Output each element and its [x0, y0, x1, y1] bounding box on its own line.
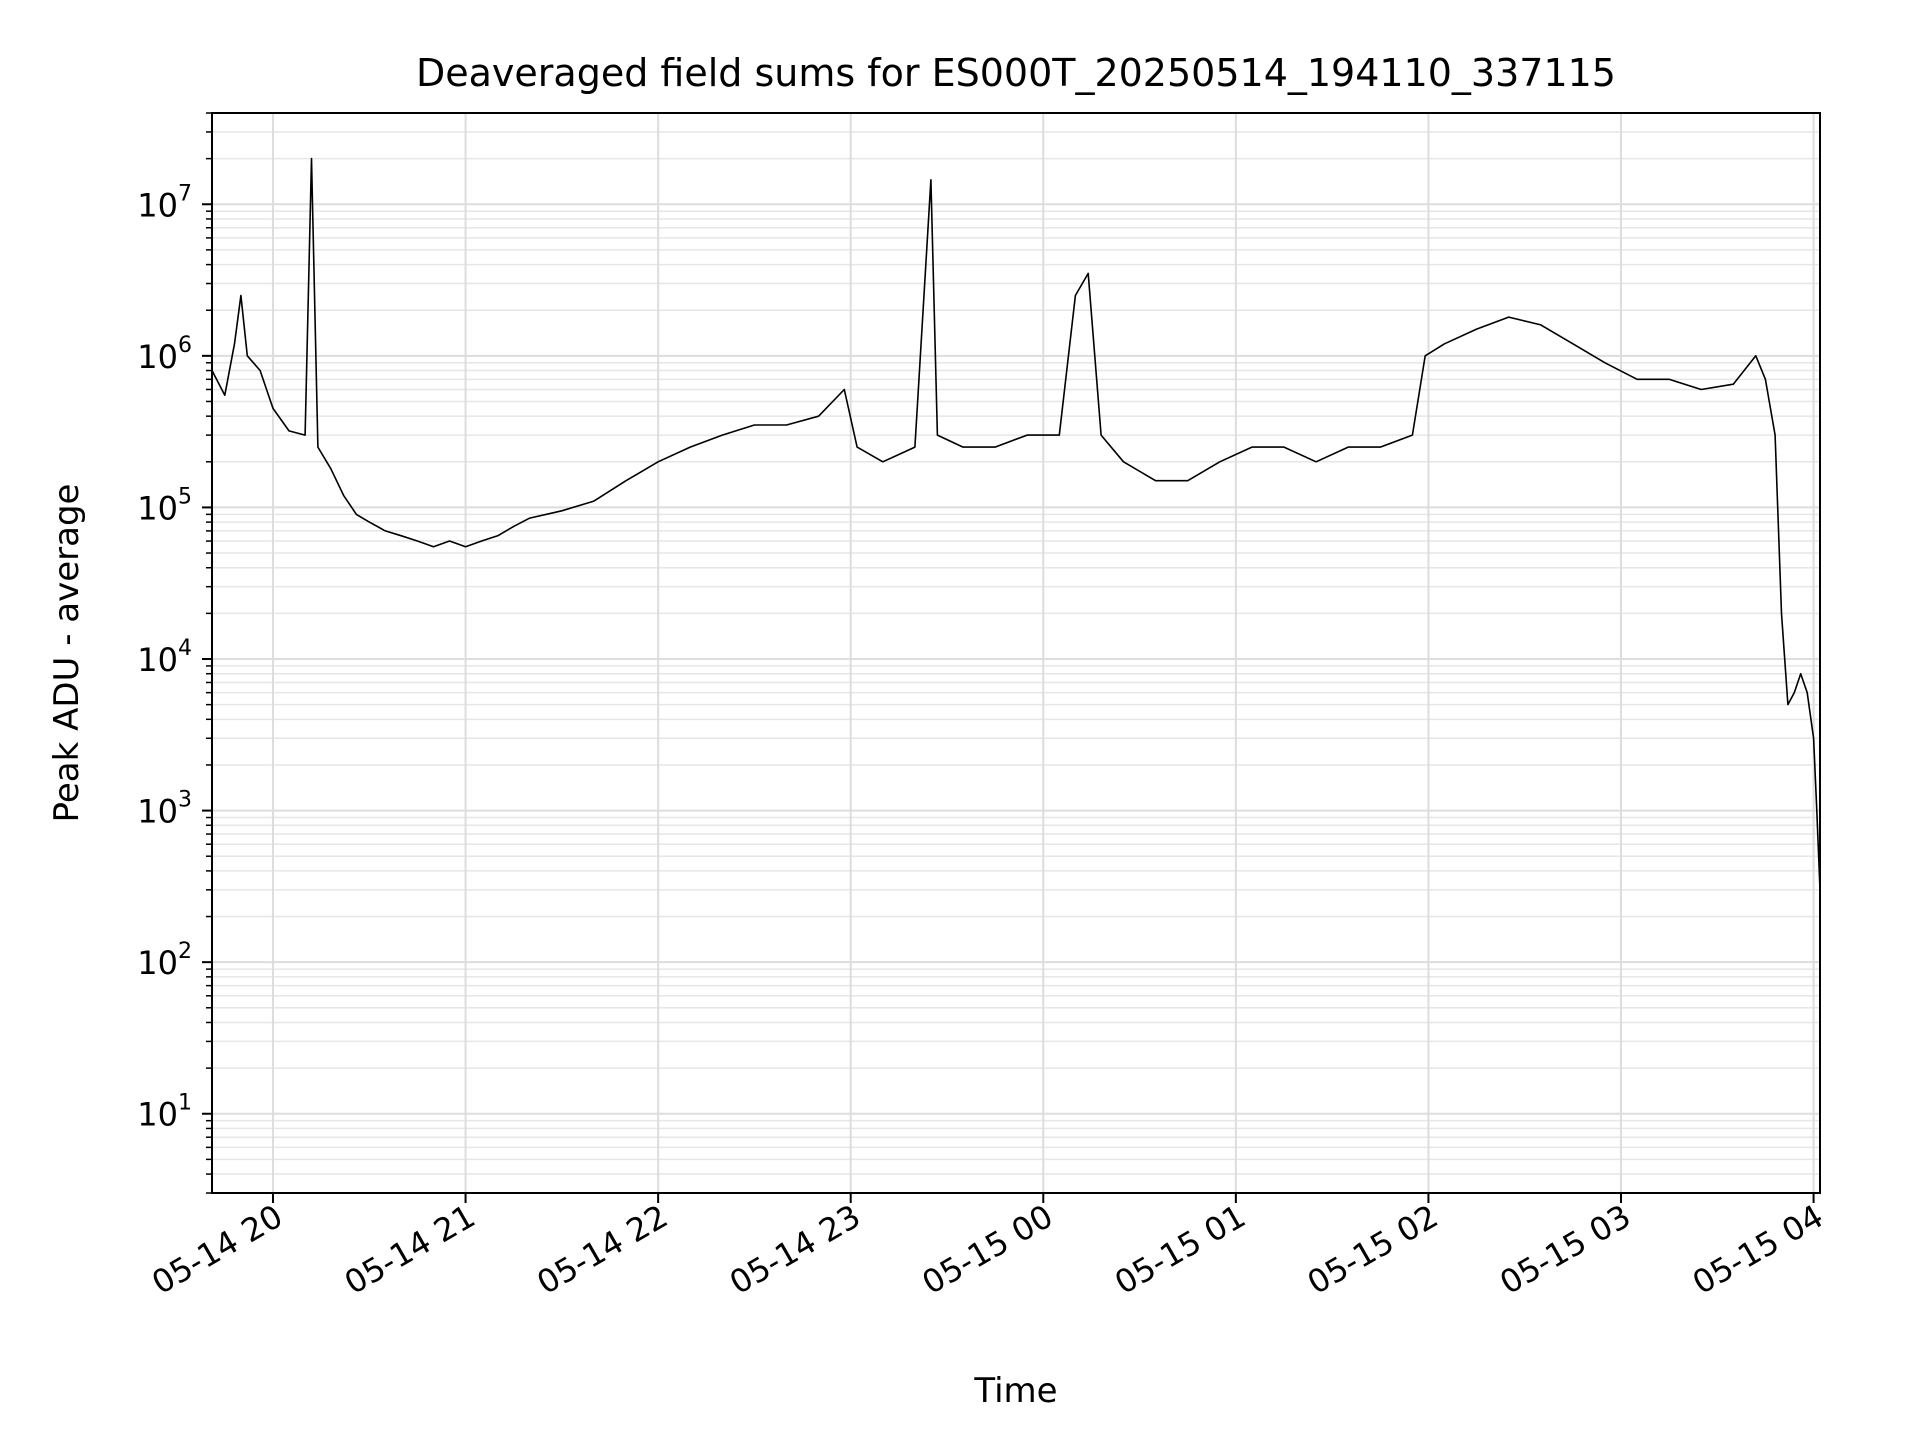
x-axis: 05-14 20 05-14 21 05-14 22 05-14 23 05-15 00…	[145, 1193, 1830, 1302]
y-tick-label: 102	[137, 939, 192, 982]
y-tick-label: 101	[137, 1091, 192, 1134]
plot-frame	[211, 112, 1821, 1194]
x-tick-label: 05-14 20	[145, 1197, 289, 1302]
x-tick-label: 05-14 21	[338, 1197, 482, 1302]
y-tick-label: 106	[137, 333, 192, 376]
x-tick-label: 05-14 23	[723, 1197, 867, 1302]
chart-title: Deaveraged field sums for ES000T_2025051…	[416, 51, 1616, 95]
grid	[212, 112, 1820, 1194]
y-tick-label: 107	[137, 181, 192, 224]
data-series-line	[211, 157, 1821, 890]
y-tick-label: 105	[137, 484, 192, 527]
x-tick-label: 05-15 03	[1493, 1197, 1637, 1302]
x-tick-label: 05-15 01	[1108, 1197, 1252, 1302]
y-axis-title: Peak ADU - average	[47, 484, 87, 823]
x-tick-label: 05-15 04	[1686, 1197, 1830, 1302]
x-tick-label: 05-15 02	[1301, 1197, 1445, 1302]
plot-area	[211, 157, 1821, 890]
x-axis-title: Time	[973, 1371, 1057, 1411]
y-tick-label: 104	[137, 636, 192, 679]
y-axis: 101 102 103 104 105 106 107	[137, 112, 212, 1194]
y-tick-label: 103	[137, 788, 192, 831]
x-tick-label: 05-15 00	[916, 1197, 1060, 1302]
x-tick-label: 05-14 22	[531, 1197, 675, 1302]
